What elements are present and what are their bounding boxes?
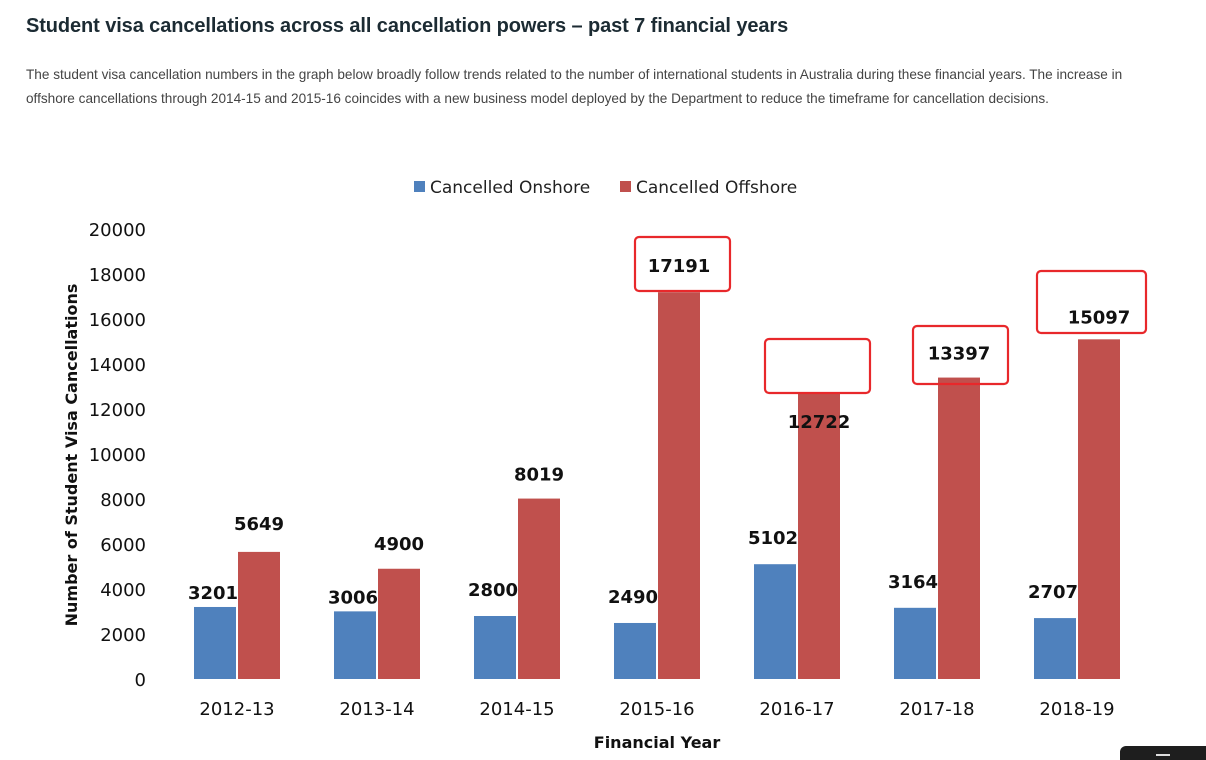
x-tick-label: 2017-18 xyxy=(899,699,974,720)
y-tick-label: 0 xyxy=(135,670,146,691)
bar-offshore-2014-15 xyxy=(518,498,560,679)
bar-offshore-2015-16 xyxy=(658,292,700,679)
highlight-box-2018-19 xyxy=(1035,269,1148,335)
bar-onshore-2018-19 xyxy=(1034,618,1076,679)
value-label-onshore-2018-19: 2707 xyxy=(1028,582,1078,603)
feedback-tab[interactable] xyxy=(1120,746,1206,760)
y-tick-label: 12000 xyxy=(89,400,146,421)
legend: Cancelled Onshore Cancelled Offshore xyxy=(414,178,797,198)
bar-offshore-2017-18 xyxy=(938,377,980,679)
value-label-offshore-2015-16: 17191 xyxy=(648,256,711,277)
legend-swatch-onshore xyxy=(414,181,425,192)
x-tick-label: 2016-17 xyxy=(759,699,834,720)
x-tick-label: 2013-14 xyxy=(339,699,414,720)
y-tick-label: 18000 xyxy=(89,265,146,286)
value-label-onshore-2014-15: 2800 xyxy=(468,580,518,601)
value-label-offshore-2012-13: 5649 xyxy=(234,514,284,535)
y-axis-title: Number of Student Visa Cancellations xyxy=(62,284,81,627)
bar-onshore-2012-13 xyxy=(194,606,236,679)
value-label-offshore-2013-14: 4900 xyxy=(374,534,424,555)
y-tick-label: 6000 xyxy=(100,535,146,556)
y-tick-label: 8000 xyxy=(100,490,146,511)
x-tick-label: 2014-15 xyxy=(479,699,554,720)
value-label-onshore-2015-16: 2490 xyxy=(608,587,658,608)
legend-label-offshore: Cancelled Offshore xyxy=(636,178,797,198)
grip-icon xyxy=(1156,754,1170,756)
intro-paragraph: The student visa cancellation numbers in… xyxy=(26,67,1123,106)
value-label-offshore-2014-15: 8019 xyxy=(514,465,564,486)
x-tick-label: 2015-16 xyxy=(619,699,694,720)
highlight-box-2017-18 xyxy=(911,324,1010,386)
highlight-box-2015-16 xyxy=(633,235,732,293)
value-label-offshore-2018-19: 15097 xyxy=(1068,307,1131,328)
highlight-box-2016-17 xyxy=(763,337,872,395)
x-tick-label: 2018-19 xyxy=(1039,699,1114,720)
bar-offshore-2018-19 xyxy=(1078,339,1120,679)
legend-label-onshore: Cancelled Onshore xyxy=(430,178,590,198)
legend-swatch-offshore xyxy=(620,181,631,192)
bar-offshore-2013-14 xyxy=(378,568,420,679)
y-tick-label: 10000 xyxy=(89,445,146,466)
bar-onshore-2014-15 xyxy=(474,616,516,679)
bar-onshore-2016-17 xyxy=(754,564,796,679)
bar-onshore-2017-18 xyxy=(894,607,936,679)
x-axis-title: Financial Year xyxy=(594,733,721,752)
value-label-onshore-2013-14: 3006 xyxy=(328,587,378,608)
y-tick-label: 14000 xyxy=(89,355,146,376)
y-tick-label: 2000 xyxy=(100,625,146,646)
bar-chart: Cancelled Onshore Cancelled Offshore 0 200… xyxy=(62,178,1148,752)
bar-offshore-2016-17 xyxy=(798,392,840,679)
value-label-onshore-2017-18: 3164 xyxy=(888,572,938,593)
bars: 3201 5649 3006 4900 2800 8019 2490 17191 5102 127… xyxy=(188,235,1148,679)
bar-offshore-2012-13 xyxy=(238,551,280,679)
y-tick-label: 4000 xyxy=(100,580,146,601)
page-title: Student visa cancellations across all ca… xyxy=(26,15,789,37)
value-label-onshore-2012-13: 3201 xyxy=(188,583,238,604)
y-axis: 0 2000 4000 6000 8000 10000 12000 14000 16000 180… xyxy=(89,220,146,691)
y-tick-label: 16000 xyxy=(89,310,146,331)
bar-onshore-2015-16 xyxy=(614,622,656,679)
x-axis: 2012-13 2013-14 2014-15 2015-16 2016-17 2017-… xyxy=(199,699,1114,720)
value-label-offshore-2016-17: 12722 xyxy=(788,412,851,433)
x-tick-label: 2012-13 xyxy=(199,699,274,720)
bar-onshore-2013-14 xyxy=(334,611,376,679)
value-label-onshore-2016-17: 5102 xyxy=(748,528,798,549)
value-label-offshore-2017-18: 13397 xyxy=(928,344,991,365)
y-tick-label: 20000 xyxy=(89,220,146,241)
